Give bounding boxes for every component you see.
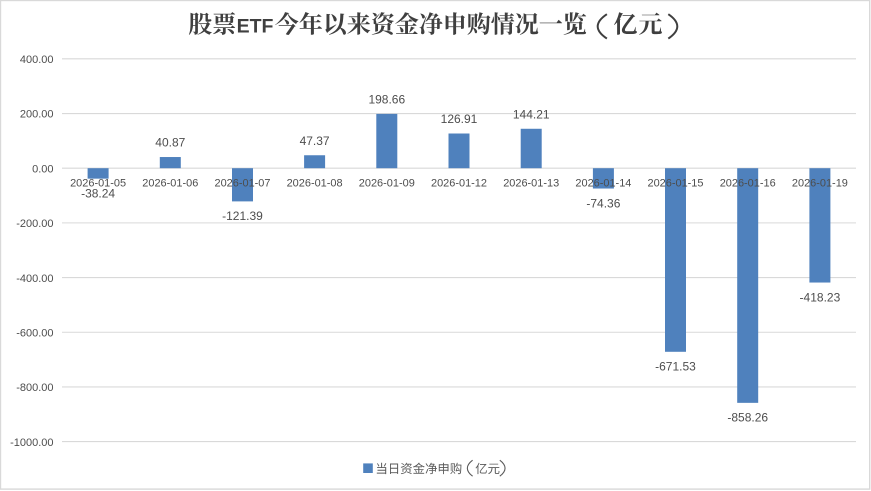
svg-text:-418.23: -418.23 — [800, 290, 841, 304]
svg-text:-200.00: -200.00 — [16, 218, 53, 230]
svg-text:-800.00: -800.00 — [16, 382, 53, 394]
svg-text:126.91: 126.91 — [441, 112, 478, 126]
svg-text:-1000.00: -1000.00 — [10, 437, 53, 449]
svg-text:-74.36: -74.36 — [586, 196, 620, 210]
svg-text:2026-01-16: 2026-01-16 — [720, 178, 776, 190]
svg-text:2026-01-05: 2026-01-05 — [70, 178, 126, 190]
svg-text:-121.39: -121.39 — [222, 209, 263, 223]
svg-text:2026-01-07: 2026-01-07 — [215, 178, 271, 190]
svg-text:2026-01-14: 2026-01-14 — [575, 178, 631, 190]
svg-text:2026-01-08: 2026-01-08 — [287, 178, 343, 190]
svg-text:400.00: 400.00 — [20, 54, 54, 66]
svg-text:2026-01-06: 2026-01-06 — [142, 178, 198, 190]
svg-text:200.00: 200.00 — [20, 109, 54, 121]
svg-text:2026-01-15: 2026-01-15 — [648, 178, 704, 190]
svg-text:144.21: 144.21 — [513, 107, 550, 121]
svg-text:ETF: ETF — [237, 16, 274, 38]
svg-text:-600.00: -600.00 — [16, 327, 53, 339]
svg-text:2026-01-12: 2026-01-12 — [431, 178, 487, 190]
svg-text:-38.24: -38.24 — [81, 186, 115, 200]
svg-text:-671.53: -671.53 — [655, 360, 696, 374]
svg-text:40.87: 40.87 — [155, 136, 185, 150]
svg-text:0.00: 0.00 — [32, 163, 53, 175]
svg-text:-858.26: -858.26 — [727, 411, 768, 425]
svg-text:-400.00: -400.00 — [16, 273, 53, 285]
svg-text:198.66: 198.66 — [368, 92, 405, 106]
svg-text:47.37: 47.37 — [300, 134, 330, 148]
svg-text:2026-01-13: 2026-01-13 — [503, 178, 559, 190]
svg-text:2026-01-19: 2026-01-19 — [792, 178, 848, 190]
svg-text:2026-01-09: 2026-01-09 — [359, 178, 415, 190]
